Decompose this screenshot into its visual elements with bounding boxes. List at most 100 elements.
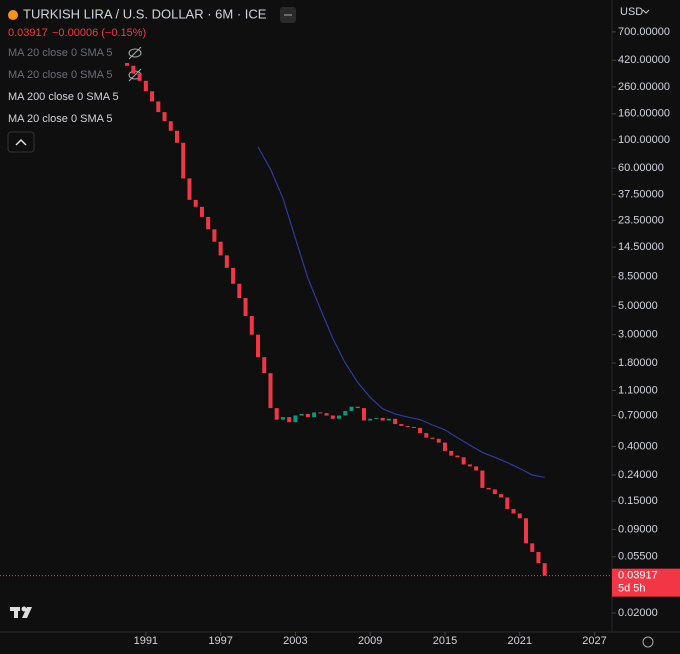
candle: [455, 455, 460, 458]
x-tick-label: 2015: [433, 635, 457, 647]
y-tick-label: 420.00000: [618, 54, 670, 66]
candle: [224, 255, 229, 268]
y-tick-label: 0.70000: [618, 409, 658, 421]
candle: [424, 433, 429, 438]
candle: [436, 438, 441, 443]
candle: [125, 62, 130, 66]
x-tick-label: 2027: [582, 635, 606, 647]
y-tick-label: 8.50000: [618, 271, 658, 283]
candle: [467, 464, 472, 467]
candle: [268, 373, 273, 409]
candle: [530, 543, 535, 552]
candle: [237, 283, 242, 299]
candle: [499, 494, 504, 498]
candle: [293, 415, 298, 423]
candle: [156, 101, 161, 113]
price-change: −0.00006 (−0.15%): [52, 27, 146, 39]
hidden-icon[interactable]: [128, 46, 142, 82]
candle: [430, 437, 435, 439]
candle: [461, 457, 466, 465]
x-tick-label: 1991: [134, 635, 158, 647]
y-tick-label: 60.00000: [618, 162, 664, 174]
candle: [274, 408, 279, 420]
candle: [181, 142, 186, 179]
candle: [511, 509, 516, 514]
candle: [380, 417, 385, 421]
indicator-label: MA 20 close 0 SMA 5: [8, 69, 113, 81]
candle: [131, 65, 136, 74]
last-price-label: 0.03917: [618, 570, 658, 582]
candle: [337, 415, 342, 419]
candle: [523, 518, 528, 544]
candle: [474, 466, 479, 471]
y-tick-label: 1.80000: [618, 357, 658, 369]
y-tick-label: 1.10000: [618, 384, 658, 396]
candle: [505, 497, 510, 510]
indicator-label: MA 20 close 0 SMA 5: [8, 113, 113, 125]
candle: [368, 418, 373, 421]
candle: [361, 408, 366, 421]
collapse-button[interactable]: [7, 131, 35, 153]
candle: [256, 334, 261, 358]
candle: [480, 470, 485, 488]
candle: [193, 199, 198, 207]
x-tick-label: 2009: [358, 635, 382, 647]
candle: [243, 298, 248, 316]
y-tick-label: 700.00000: [618, 26, 670, 38]
last-price: 0.03917: [8, 27, 48, 39]
y-tick-label: 14.50000: [618, 241, 664, 253]
countdown-label: 5d 5h: [618, 583, 646, 595]
candle: [418, 427, 423, 434]
candle: [312, 412, 317, 418]
y-tick-label: 23.50000: [618, 214, 664, 226]
y-tick-label: 0.05500: [618, 551, 658, 563]
candle: [393, 418, 398, 425]
candle: [374, 417, 379, 419]
candle: [137, 73, 142, 81]
candle: [343, 410, 348, 416]
candle: [162, 112, 167, 122]
candle: [517, 513, 522, 519]
candle: [405, 425, 410, 427]
y-tick-label: 0.24000: [618, 469, 658, 481]
candle: [399, 424, 404, 426]
candle: [318, 412, 323, 414]
y-tick-label: 160.00000: [618, 108, 670, 120]
last-price-box: [612, 568, 680, 597]
candle: [143, 80, 148, 92]
logo: [10, 606, 32, 618]
candle: [542, 563, 547, 576]
settings-icon[interactable]: [642, 636, 654, 648]
y-tick-label: 260.00000: [618, 81, 670, 93]
candle: [287, 417, 292, 423]
indicator-label: MA 200 close 0 SMA 5: [8, 91, 119, 103]
y-tick-label: 0.02000: [618, 607, 658, 619]
candle: [386, 418, 391, 421]
currency-caret: [642, 9, 650, 14]
collapse-icon: [15, 138, 27, 146]
candle: [206, 216, 211, 230]
y-tick-label: 3.00000: [618, 329, 658, 341]
candle: [168, 121, 173, 131]
moving-average: [257, 146, 545, 478]
candle: [199, 206, 204, 217]
y-tick-label: 0.09000: [618, 523, 658, 535]
currency-label[interactable]: USD: [620, 6, 643, 18]
candle: [262, 357, 267, 374]
candle: [218, 241, 223, 256]
candle: [449, 450, 454, 456]
candle: [536, 551, 541, 564]
candle: [174, 130, 179, 143]
candle: [249, 315, 254, 335]
x-tick-label: 2021: [508, 635, 532, 647]
chart-title: TURKISH LIRA / U.S. DOLLAR · 6M · ICE: [23, 6, 267, 21]
candle: [305, 413, 310, 418]
symbol-icon: [8, 10, 18, 20]
candle: [212, 229, 217, 242]
candle: [299, 413, 304, 416]
y-tick-label: 100.00000: [618, 134, 670, 146]
candle: [486, 487, 491, 490]
candle: [330, 415, 335, 419]
